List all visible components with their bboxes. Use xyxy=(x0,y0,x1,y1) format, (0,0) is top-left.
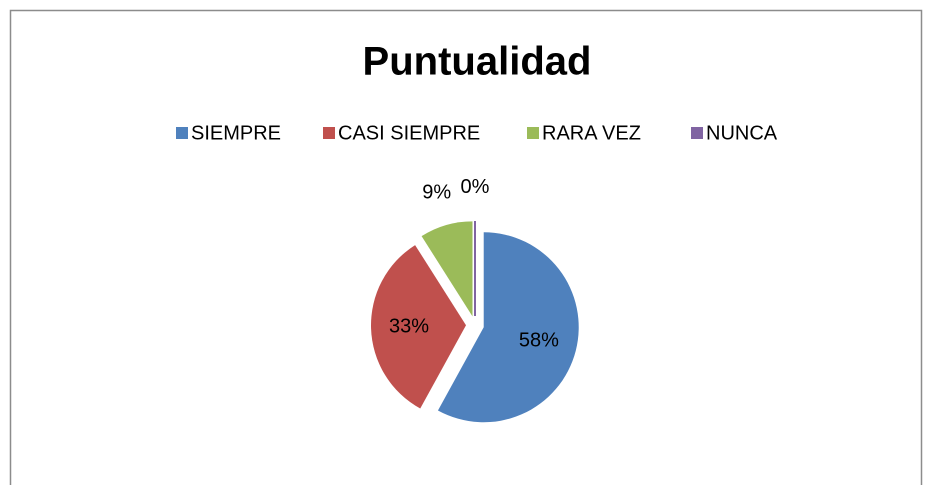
legend-swatch xyxy=(323,127,335,139)
pie-slice xyxy=(437,232,579,423)
pie-slice xyxy=(421,221,473,317)
data-label: 9% xyxy=(422,181,451,203)
legend-label: SIEMPRE xyxy=(191,122,281,144)
data-label: 58% xyxy=(519,330,559,352)
legend-swatch xyxy=(176,127,188,139)
data-label: 0% xyxy=(461,176,490,198)
legend-label: RARA VEZ xyxy=(542,122,641,144)
legend-label: CASI SIEMPRE xyxy=(338,122,480,144)
legend-label: NUNCA xyxy=(706,122,778,144)
pie-slice xyxy=(371,245,467,409)
chart-title: Puntualidad xyxy=(363,40,592,84)
data-label: 33% xyxy=(389,315,429,337)
legend-swatch xyxy=(691,127,703,139)
legend-swatch xyxy=(527,127,539,139)
